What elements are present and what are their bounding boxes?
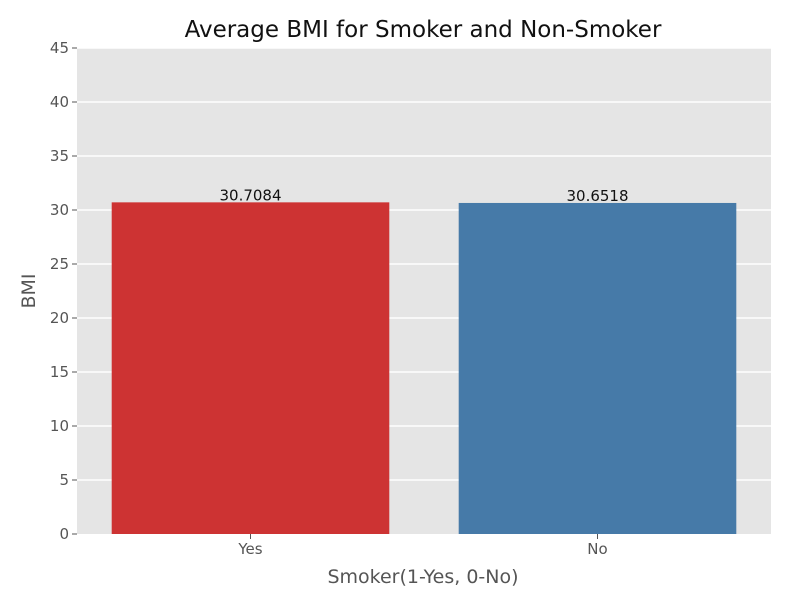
y-tick-label: 0 — [59, 525, 69, 543]
y-tick-label: 20 — [50, 309, 69, 327]
y-tick-label: 15 — [50, 363, 69, 381]
x-axis-ticks: Yes No — [237, 534, 608, 558]
bars: 30.7084 30.6518 — [111, 186, 737, 534]
y-tick-label: 45 — [50, 39, 69, 57]
y-tick-label: 35 — [50, 147, 69, 165]
bar-value-label: 30.6518 — [566, 187, 628, 205]
y-axis-ticks: 0 5 10 15 20 25 30 35 40 45 — [50, 39, 77, 543]
y-tick-label: 25 — [50, 255, 69, 273]
y-tick-label: 10 — [50, 417, 69, 435]
x-axis-label: Smoker(1-Yes, 0-No) — [327, 566, 518, 588]
x-tick-label: No — [587, 540, 607, 558]
y-tick-label: 40 — [50, 93, 69, 111]
y-axis-label: BMI — [18, 273, 40, 308]
chart-title: Average BMI for Smoker and Non-Smoker — [185, 17, 662, 43]
x-tick-label: Yes — [237, 540, 262, 558]
y-tick-label: 30 — [50, 201, 69, 219]
bar-yes — [111, 202, 390, 534]
y-tick-label: 5 — [59, 471, 69, 489]
bar-no — [458, 202, 737, 534]
bar-value-label: 30.7084 — [219, 186, 281, 204]
